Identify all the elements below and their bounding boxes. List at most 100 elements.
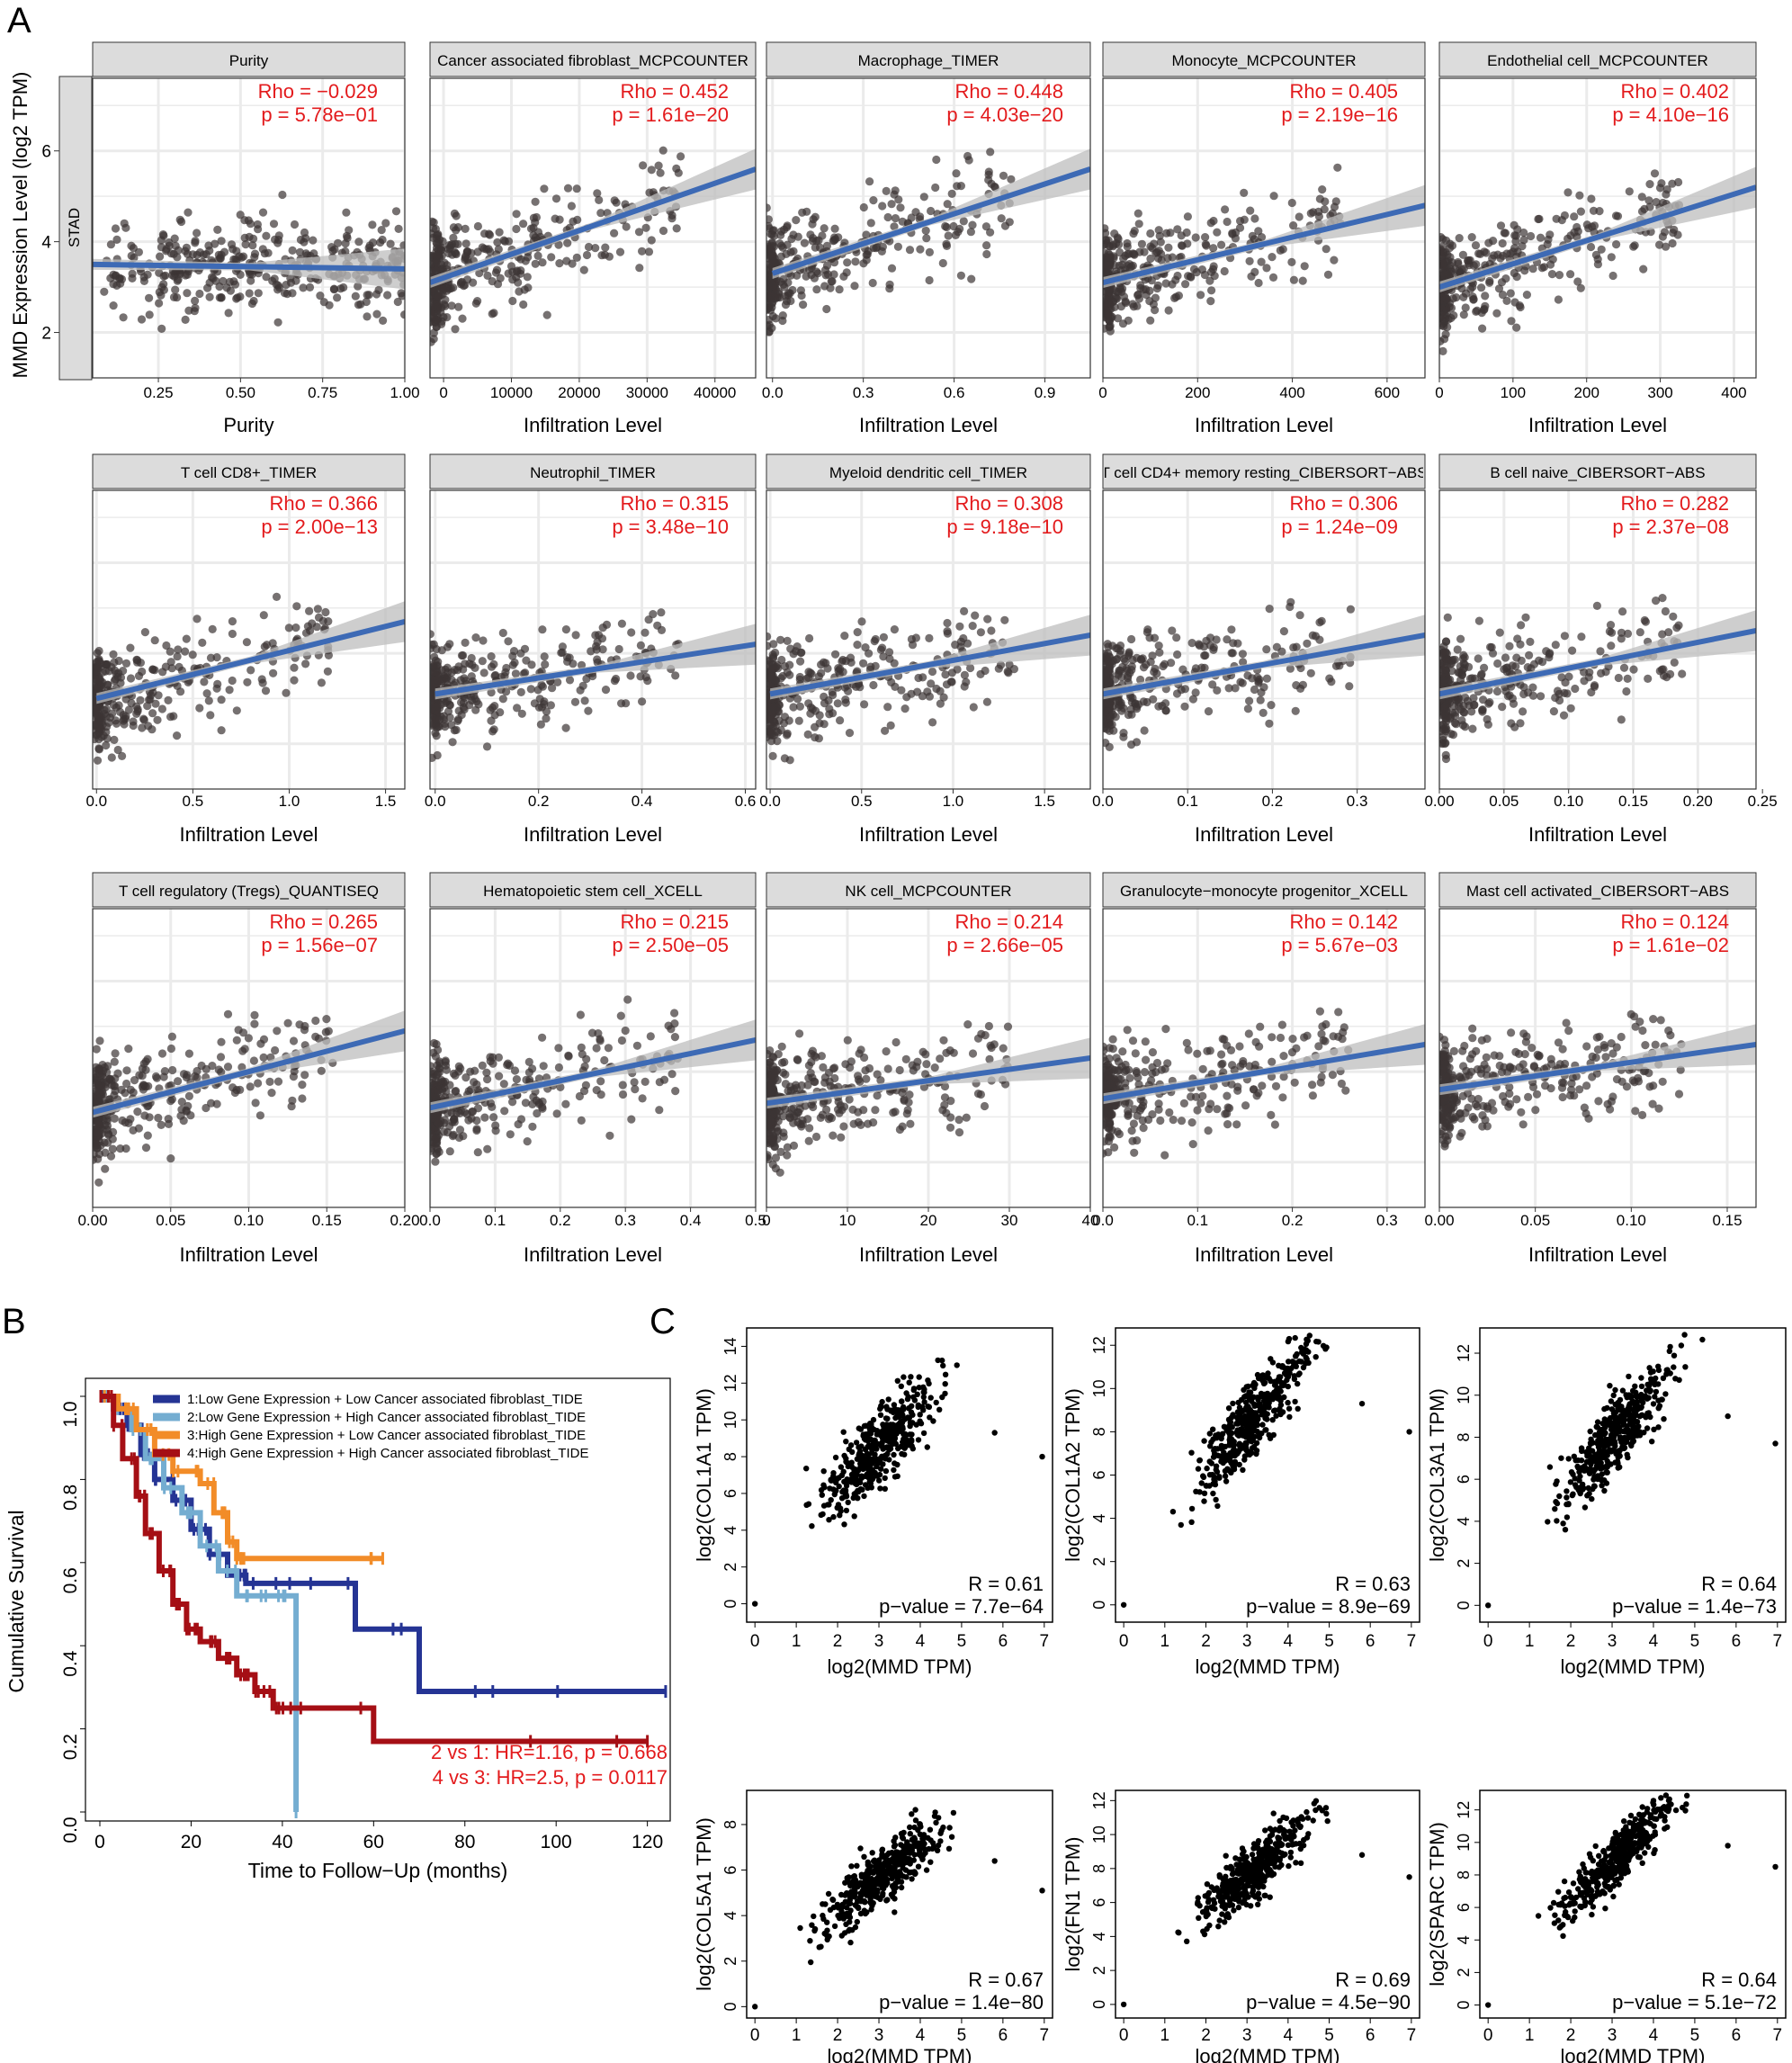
data-point bbox=[478, 1061, 487, 1070]
data-point bbox=[445, 713, 454, 722]
data-point bbox=[1314, 211, 1323, 221]
data-point bbox=[1005, 218, 1014, 227]
data-point bbox=[953, 665, 962, 674]
data-point bbox=[890, 625, 900, 634]
data-point bbox=[232, 706, 241, 715]
data-point bbox=[655, 1106, 664, 1115]
data-point bbox=[273, 318, 282, 327]
data-point bbox=[298, 1094, 307, 1103]
data-point bbox=[386, 239, 395, 248]
data-point bbox=[499, 1080, 508, 1089]
data-point bbox=[1321, 197, 1330, 206]
data-point bbox=[891, 214, 900, 223]
data-point bbox=[241, 240, 250, 249]
data-point bbox=[155, 299, 164, 308]
data-point bbox=[783, 729, 792, 739]
data-point bbox=[986, 148, 995, 157]
data-point bbox=[1151, 664, 1160, 673]
data-point bbox=[918, 673, 927, 682]
data-point bbox=[1295, 212, 1304, 221]
data-point bbox=[1103, 293, 1109, 302]
data-point bbox=[1611, 211, 1621, 220]
data-point bbox=[473, 247, 482, 256]
p-value-label: p = 4.03e−20 bbox=[946, 103, 1063, 126]
data-point bbox=[208, 624, 217, 634]
data-point bbox=[328, 247, 337, 256]
data-point bbox=[502, 687, 511, 696]
data-point bbox=[140, 628, 149, 637]
x-tick-label: 1.0 bbox=[943, 793, 964, 810]
x-tick-label: 0.0 bbox=[762, 384, 784, 401]
data-point bbox=[577, 1116, 586, 1125]
data-point bbox=[546, 701, 556, 710]
data-point bbox=[1511, 662, 1520, 671]
data-point bbox=[1114, 670, 1123, 679]
data-point bbox=[442, 1065, 451, 1074]
x-tick-label: 0.50 bbox=[226, 384, 255, 401]
data-point bbox=[582, 250, 592, 260]
data-point bbox=[851, 257, 860, 266]
p-value-label: p = 2.19e−16 bbox=[1281, 103, 1398, 126]
data-point bbox=[1485, 276, 1494, 285]
data-point bbox=[982, 697, 991, 706]
data-point bbox=[1162, 229, 1171, 238]
data-point bbox=[1238, 650, 1247, 659]
data-point bbox=[869, 196, 878, 205]
data-point bbox=[848, 1105, 857, 1114]
data-point bbox=[138, 723, 147, 732]
facet-strip bbox=[766, 453, 1091, 489]
data-point bbox=[254, 1079, 263, 1088]
data-point bbox=[431, 656, 440, 665]
data-point bbox=[885, 284, 894, 293]
data-point bbox=[249, 1056, 258, 1065]
data-point bbox=[1526, 637, 1535, 647]
data-point bbox=[157, 1120, 166, 1129]
data-point bbox=[445, 640, 454, 649]
data-point bbox=[1105, 287, 1114, 297]
data-point bbox=[437, 646, 446, 655]
data-point bbox=[1439, 235, 1447, 244]
data-point bbox=[1618, 607, 1627, 616]
data-point bbox=[953, 182, 962, 191]
rho-label: Rho = 0.282 bbox=[1621, 492, 1729, 515]
data-point bbox=[97, 1129, 106, 1138]
data-point bbox=[173, 681, 182, 691]
data-point bbox=[291, 623, 300, 632]
data-point bbox=[312, 623, 321, 632]
data-point bbox=[431, 729, 440, 738]
data-point bbox=[654, 161, 663, 170]
plot-frame bbox=[429, 489, 757, 790]
data-point bbox=[118, 751, 127, 761]
data-point bbox=[1658, 630, 1667, 639]
data-point bbox=[987, 179, 996, 188]
data-point bbox=[930, 1063, 939, 1072]
x-axis-label: Infiltration Level bbox=[524, 823, 662, 846]
data-point bbox=[1630, 241, 1639, 250]
data-point bbox=[1188, 695, 1197, 704]
data-point bbox=[1622, 686, 1631, 696]
data-point bbox=[548, 684, 557, 693]
data-point bbox=[1606, 621, 1616, 630]
data-point bbox=[1496, 254, 1505, 263]
data-point bbox=[1204, 707, 1214, 716]
data-point bbox=[1570, 228, 1579, 237]
data-point bbox=[627, 628, 636, 637]
x-tick-label: 0.00 bbox=[77, 1212, 107, 1229]
data-point bbox=[212, 684, 221, 693]
data-point bbox=[771, 314, 781, 323]
data-point bbox=[205, 292, 214, 301]
data-point bbox=[567, 202, 577, 211]
data-point bbox=[1124, 651, 1133, 660]
data-point bbox=[966, 228, 975, 237]
data-point bbox=[129, 721, 138, 731]
data-point bbox=[1250, 685, 1259, 695]
data-point bbox=[473, 221, 483, 231]
data-point bbox=[1148, 651, 1157, 660]
data-point bbox=[542, 714, 551, 723]
x-tick-label: 0.25 bbox=[144, 384, 174, 401]
data-point bbox=[1276, 246, 1285, 255]
data-point bbox=[471, 633, 480, 642]
data-point bbox=[966, 663, 975, 673]
x-tick-label: 0.9 bbox=[1035, 384, 1056, 401]
